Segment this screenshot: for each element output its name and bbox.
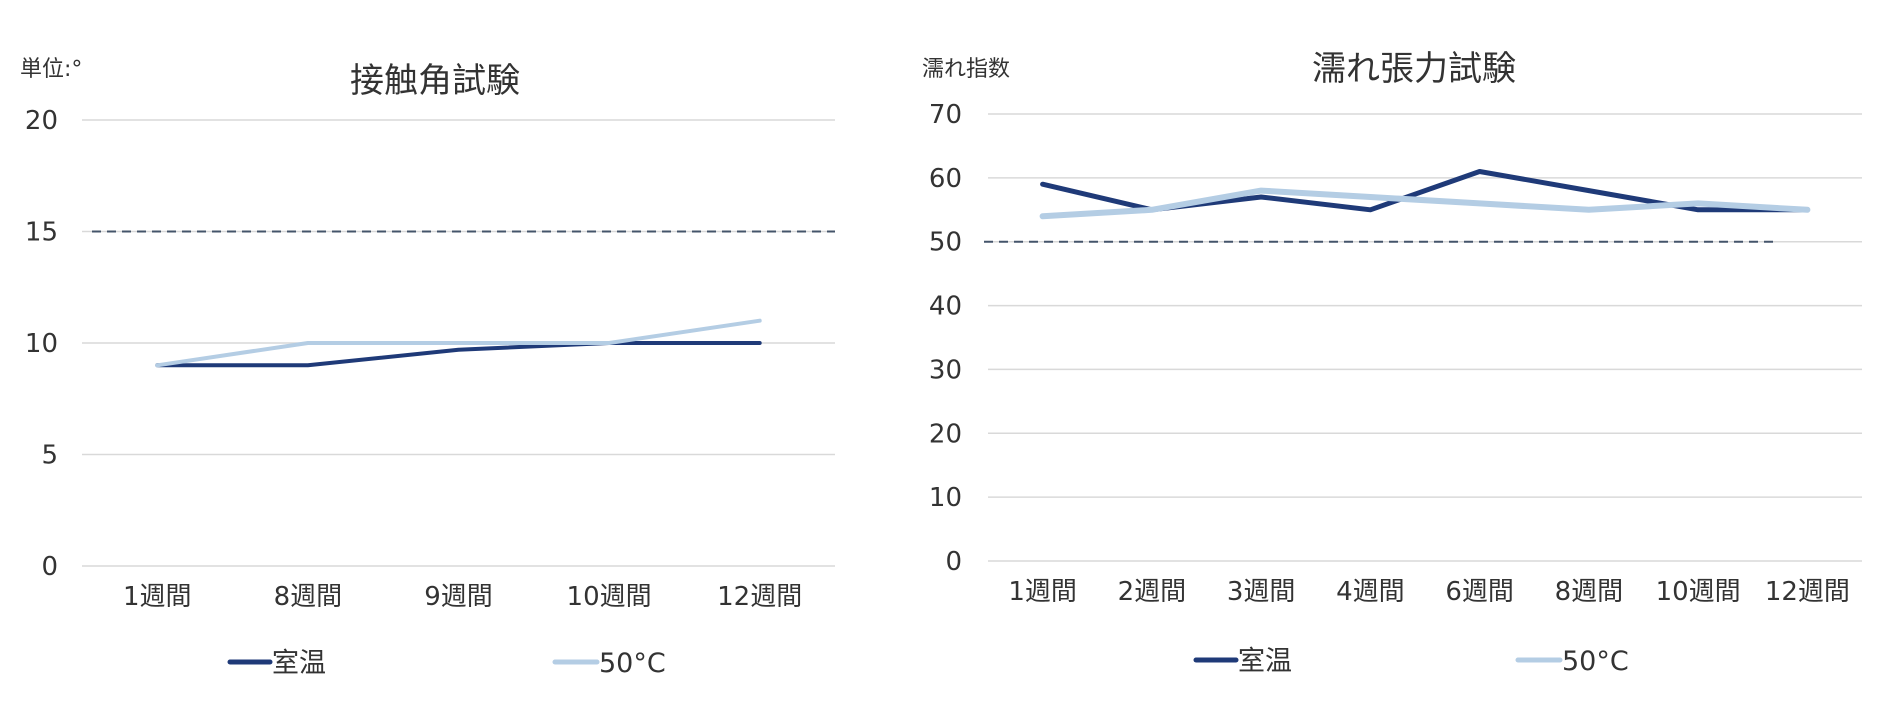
wetting-tension-unit-label: 濡れ指数 bbox=[922, 57, 1010, 82]
wetting-tension-chart: 濡れ指数 濡れ張力試験 0 10 20 30 40 50 60 70 1週間 2週間 3週間 4週間… bbox=[922, 49, 1862, 677]
contact-angle-x-tick-label: 1週間 bbox=[123, 582, 192, 612]
contact-angle-series-line-50c bbox=[155, 318, 762, 368]
wetting-tension-x-tick-label: 8週間 bbox=[1555, 577, 1624, 607]
contact-angle-y-tick-label: 5 bbox=[41, 441, 58, 471]
wetting-tension-gridlines bbox=[988, 113, 1862, 562]
wetting-tension-y-tick-label: 50 bbox=[929, 228, 962, 258]
wetting-tension-x-tick-label: 6週間 bbox=[1445, 577, 1514, 607]
contact-angle-x-tick-label: 8週間 bbox=[274, 582, 343, 612]
contact-angle-legend-label-room-temp: 室温 bbox=[272, 648, 326, 679]
wetting-tension-legend: 室温 50°C bbox=[1193, 646, 1629, 677]
contact-angle-legend: 室温 50°C bbox=[227, 648, 666, 679]
wetting-tension-legend-label-50c: 50°C bbox=[1562, 646, 1629, 677]
wetting-tension-chart-title: 濡れ張力試験 bbox=[1312, 49, 1516, 89]
contact-angle-y-axis: 0 5 10 15 20 bbox=[25, 106, 58, 582]
wetting-tension-x-tick-label: 3週間 bbox=[1227, 577, 1296, 607]
contact-angle-chart: 単位:° 接触角試験 0 5 10 15 20 1週間 8週間 9週間 10週間 12週間 室温… bbox=[20, 57, 835, 679]
contact-angle-x-axis: 1週間 8週間 9週間 10週間 12週間 bbox=[123, 582, 802, 612]
wetting-tension-y-tick-label: 10 bbox=[929, 483, 962, 513]
contact-angle-series bbox=[155, 318, 762, 368]
contact-angle-y-tick-label: 20 bbox=[25, 106, 58, 136]
wetting-tension-y-tick-label: 60 bbox=[929, 164, 962, 194]
contact-angle-chart-title: 接触角試験 bbox=[350, 61, 520, 101]
contact-angle-y-tick-label: 0 bbox=[41, 552, 58, 582]
wetting-tension-x-tick-label: 2週間 bbox=[1118, 577, 1187, 607]
wetting-tension-series bbox=[1039, 169, 1811, 220]
contact-angle-legend-label-50c: 50°C bbox=[599, 648, 666, 679]
contact-angle-x-tick-label: 10週間 bbox=[567, 582, 652, 612]
wetting-tension-x-tick-label: 10週間 bbox=[1656, 577, 1741, 607]
contact-angle-unit-label: 単位:° bbox=[20, 57, 82, 82]
wetting-tension-y-tick-label: 30 bbox=[929, 355, 962, 385]
wetting-tension-y-tick-label: 20 bbox=[929, 419, 962, 449]
contact-angle-y-tick-label: 15 bbox=[25, 218, 58, 248]
wetting-tension-y-axis: 0 10 20 30 40 50 60 70 bbox=[929, 100, 962, 577]
wetting-tension-x-tick-label: 1週間 bbox=[1008, 577, 1077, 607]
wetting-tension-y-tick-label: 0 bbox=[945, 547, 962, 577]
contact-angle-x-tick-label: 12週間 bbox=[717, 582, 802, 612]
wetting-tension-series-line-50c bbox=[1039, 187, 1811, 220]
wetting-tension-y-tick-label: 70 bbox=[929, 100, 962, 130]
wetting-tension-y-tick-label: 40 bbox=[929, 292, 962, 322]
wetting-tension-legend-label-room-temp: 室温 bbox=[1238, 646, 1292, 677]
wetting-tension-x-axis: 1週間 2週間 3週間 4週間 6週間 8週間 10週間 12週間 bbox=[1008, 577, 1850, 607]
contact-angle-y-tick-label: 10 bbox=[25, 329, 58, 359]
contact-angle-series-line-room-temp bbox=[155, 341, 762, 368]
wetting-tension-x-tick-label: 12週間 bbox=[1765, 577, 1850, 607]
wetting-tension-x-tick-label: 4週間 bbox=[1336, 577, 1405, 607]
contact-angle-x-tick-label: 9週間 bbox=[424, 582, 493, 612]
